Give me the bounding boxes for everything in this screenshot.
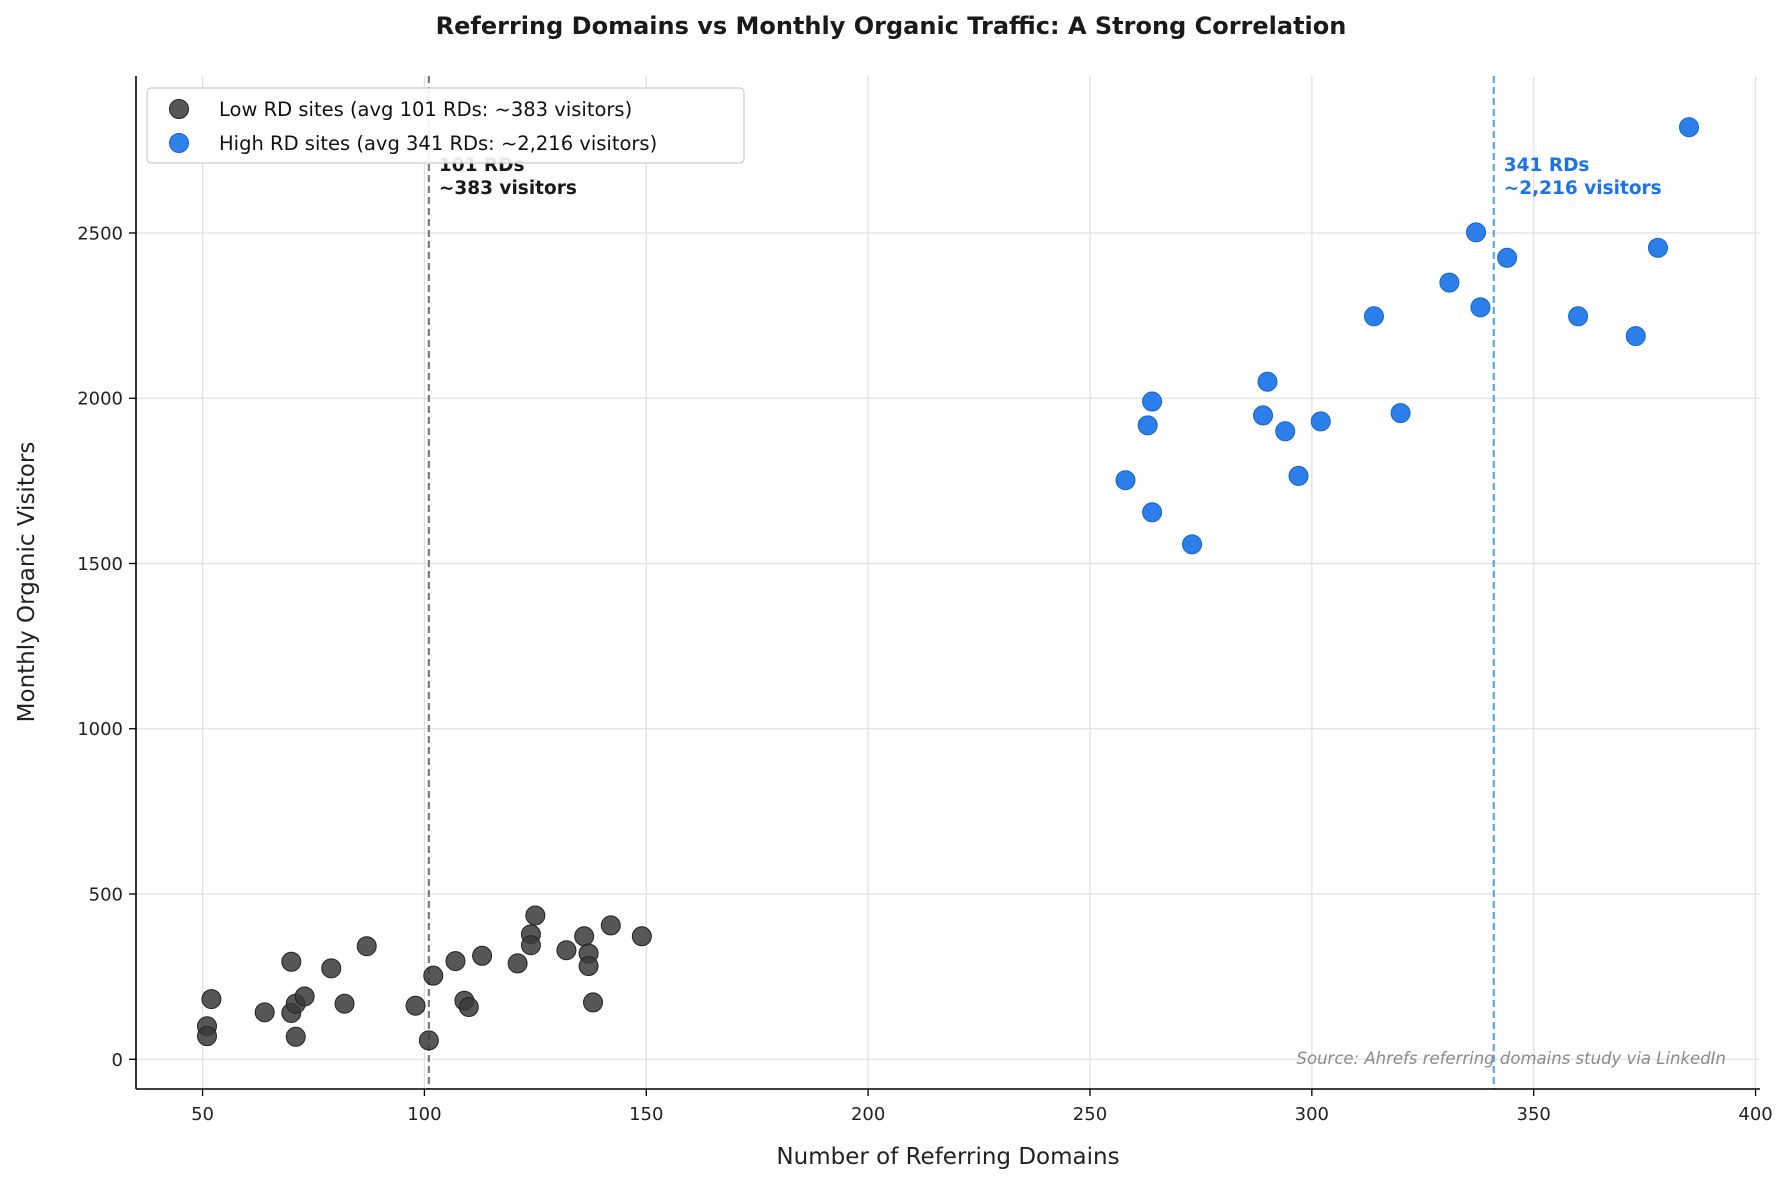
- high-rd-point: [1647, 237, 1668, 258]
- low-rd-point: [321, 958, 342, 979]
- x-tick-label: 100: [407, 1104, 441, 1125]
- high-rd-point: [1568, 306, 1589, 327]
- low-rd-point: [600, 915, 621, 936]
- x-tick-label: 50: [191, 1104, 214, 1125]
- high-rd-point: [1625, 326, 1646, 347]
- x-tick-label: 250: [1073, 1104, 1107, 1125]
- y-ticks: 0 500 1000 1500 2000 2500: [77, 223, 136, 1071]
- low-rd-point: [525, 905, 546, 926]
- high-rd-point: [1310, 411, 1331, 432]
- high-rd-point: [1257, 371, 1278, 392]
- high-rd-point: [1363, 306, 1384, 327]
- x-tick-label: 400: [1738, 1104, 1772, 1125]
- y-tick-label: 500: [89, 885, 123, 906]
- reference-label: ~2,216 visitors: [1504, 178, 1662, 199]
- high-rd-point: [1470, 297, 1491, 318]
- reference-label: 341 RDs: [1504, 155, 1590, 176]
- axes: [135, 76, 1760, 1090]
- y-tick-label: 1000: [77, 719, 123, 740]
- high-rd-point: [1275, 421, 1296, 442]
- high-rd-point: [1115, 470, 1136, 491]
- low-rd-point: [574, 926, 595, 947]
- x-tick-label: 200: [851, 1104, 885, 1125]
- low-rd-point: [507, 953, 528, 974]
- high-rd-point: [1142, 502, 1163, 523]
- x-tick-label: 300: [1295, 1104, 1329, 1125]
- y-tick-label: 1500: [77, 554, 123, 575]
- low-rd-point: [334, 993, 355, 1014]
- legend: Low RD sites (avg 101 RDs: ~383 visitors…: [146, 87, 745, 164]
- x-tick-label: 150: [629, 1104, 663, 1125]
- high-rd-point: [1253, 405, 1274, 426]
- low-rd-point: [631, 926, 652, 947]
- reference-lines: [427, 76, 1495, 1089]
- low-rd-point: [583, 992, 604, 1013]
- source-note: Source: Ahrefs referring domains study v…: [1297, 1049, 1726, 1068]
- high-rd-point: [1679, 117, 1700, 138]
- high-rd-point: [1142, 391, 1163, 412]
- low-rd-point: [254, 1002, 275, 1023]
- x-axis-label: Number of Referring Domains: [776, 1144, 1119, 1170]
- low-rd-point: [423, 965, 444, 986]
- low-rd-point: [556, 940, 577, 961]
- low-rd-point: [285, 1026, 306, 1047]
- low-rd-point: [578, 956, 599, 977]
- high-rd-point: [1497, 247, 1518, 268]
- legend-box: [146, 87, 745, 164]
- legend-marker-high: [169, 133, 189, 153]
- chart-title: Referring Domains vs Monthly Organic Tra…: [436, 12, 1347, 40]
- high-rd-point: [1466, 222, 1487, 243]
- low-rd-point: [458, 997, 479, 1018]
- y-axis-label: Monthly Organic Visitors: [14, 442, 40, 723]
- x-ticks: 50 100 150 200 250 300 350 400: [191, 1089, 1773, 1125]
- reference-label: ~383 visitors: [439, 178, 577, 199]
- y-tick-label: 0: [112, 1050, 123, 1071]
- high-rd-point: [1182, 534, 1203, 555]
- low-rd-point: [196, 1026, 217, 1047]
- high-rd-point: [1390, 403, 1411, 424]
- low-rd-point: [356, 936, 377, 957]
- low-rd-point: [472, 945, 493, 966]
- legend-label-high: High RD sites (avg 341 RDs: ~2,216 visit…: [219, 132, 657, 155]
- high-rd-point: [1288, 465, 1309, 486]
- low-rd-point: [405, 995, 426, 1016]
- low-rd-point: [418, 1030, 439, 1051]
- low-rd-point: [445, 951, 466, 972]
- high-rd-point: [1137, 415, 1158, 436]
- low-rd-point: [281, 951, 302, 972]
- x-tick-label: 350: [1517, 1104, 1551, 1125]
- low-rd-point: [201, 989, 222, 1010]
- low-rd-point: [520, 935, 541, 956]
- legend-label-low: Low RD sites (avg 101 RDs: ~383 visitors…: [219, 98, 632, 121]
- y-tick-label: 2000: [77, 389, 123, 410]
- low-rd-point: [294, 986, 315, 1007]
- data-points: [196, 117, 1700, 1051]
- grid-lines: [136, 76, 1760, 1089]
- legend-marker-low: [169, 99, 189, 119]
- y-tick-label: 2500: [77, 223, 123, 244]
- high-rd-point: [1439, 272, 1460, 293]
